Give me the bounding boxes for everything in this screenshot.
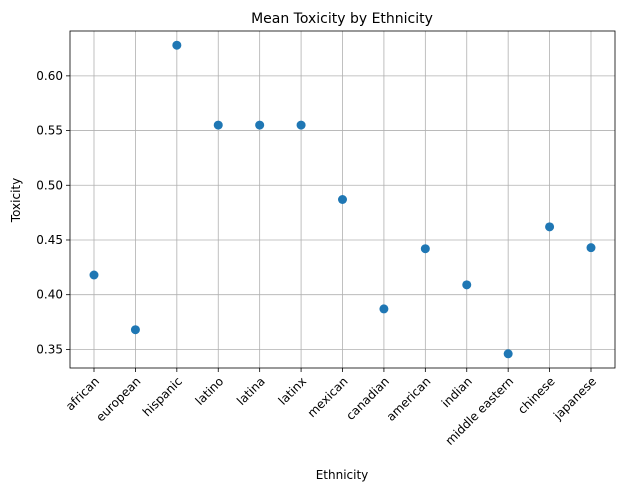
data-point-latina <box>255 120 265 130</box>
data-point-chinese <box>545 222 555 232</box>
x-tick-label: chinese <box>515 374 558 417</box>
data-point-latinx <box>296 120 306 130</box>
data-points <box>89 40 596 359</box>
y-tick-label: 0.35 <box>36 342 63 356</box>
y-tick-label: 0.45 <box>36 233 63 247</box>
grid <box>70 31 615 368</box>
data-point-european <box>130 325 140 335</box>
x-tick-label: american <box>384 374 434 424</box>
x-axis-label: Ethnicity <box>316 468 369 482</box>
y-tick-label: 0.60 <box>36 69 63 83</box>
data-point-japanese <box>586 243 596 253</box>
x-tick-label: indian <box>439 374 475 410</box>
x-tick-label: hispanic <box>140 374 185 419</box>
data-point-latino <box>213 120 223 130</box>
data-point-mexican <box>338 195 347 204</box>
y-tick-label: 0.50 <box>36 178 63 192</box>
x-tick-label: latino <box>193 374 227 408</box>
x-tick-label: latinx <box>276 374 310 408</box>
x-tick-label: japanese <box>550 374 599 423</box>
x-tick-label: latina <box>234 374 268 408</box>
data-point-indian <box>462 280 472 290</box>
data-point-middle-eastern <box>503 349 513 359</box>
x-tick-label: african <box>63 374 102 413</box>
y-axis: 0.35 0.40 0.45 0.50 0.55 0.60 <box>36 69 70 356</box>
x-tick-label: european <box>93 374 143 424</box>
data-point-canadian <box>379 304 389 314</box>
y-tick-label: 0.55 <box>36 124 63 138</box>
data-point-african <box>89 270 99 280</box>
data-point-hispanic <box>172 40 182 50</box>
y-axis-label: Toxicity <box>9 178 23 223</box>
data-point-american <box>420 244 430 254</box>
y-tick-label: 0.40 <box>36 288 63 302</box>
chart-title: Mean Toxicity by Ethnicity <box>251 11 433 27</box>
